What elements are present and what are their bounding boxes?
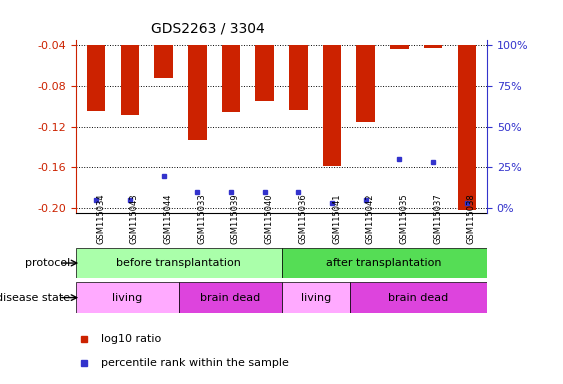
- Bar: [390, 45, 409, 50]
- Text: disease state: disease state: [0, 293, 70, 303]
- Bar: [87, 45, 105, 111]
- Text: GSM115042: GSM115042: [366, 193, 375, 244]
- Bar: [154, 45, 173, 78]
- Text: brain dead: brain dead: [388, 293, 449, 303]
- Text: percentile rank within the sample: percentile rank within the sample: [101, 358, 289, 368]
- Text: before transplantation: before transplantation: [117, 258, 241, 268]
- Text: GDS2263 / 3304: GDS2263 / 3304: [151, 21, 265, 35]
- Text: living: living: [301, 293, 331, 303]
- Text: GSM115037: GSM115037: [433, 193, 442, 244]
- Text: log10 ratio: log10 ratio: [101, 334, 161, 344]
- Bar: [76, 248, 282, 278]
- Text: GSM115041: GSM115041: [332, 193, 341, 244]
- Bar: [350, 282, 487, 313]
- Text: GSM115040: GSM115040: [265, 193, 274, 244]
- Bar: [282, 282, 350, 313]
- Text: GSM115035: GSM115035: [399, 193, 408, 244]
- Text: GSM115038: GSM115038: [467, 193, 476, 244]
- Text: protocol: protocol: [25, 258, 70, 268]
- Bar: [256, 45, 274, 101]
- Text: GSM115043: GSM115043: [130, 193, 139, 244]
- Text: GSM115033: GSM115033: [197, 193, 206, 244]
- Bar: [222, 45, 240, 113]
- Bar: [120, 45, 139, 114]
- Bar: [356, 45, 375, 122]
- Text: GSM115039: GSM115039: [231, 193, 240, 244]
- Bar: [179, 282, 282, 313]
- Text: GSM115044: GSM115044: [164, 193, 173, 244]
- Text: after transplantation: after transplantation: [327, 258, 442, 268]
- Bar: [424, 45, 443, 48]
- Bar: [323, 45, 341, 166]
- Bar: [289, 45, 307, 111]
- Text: brain dead: brain dead: [200, 293, 260, 303]
- Bar: [188, 45, 207, 140]
- Text: GSM115036: GSM115036: [298, 193, 307, 244]
- Bar: [458, 45, 476, 210]
- Bar: [76, 282, 179, 313]
- Text: living: living: [112, 293, 142, 303]
- Bar: [282, 248, 487, 278]
- Text: GSM115034: GSM115034: [96, 193, 105, 244]
